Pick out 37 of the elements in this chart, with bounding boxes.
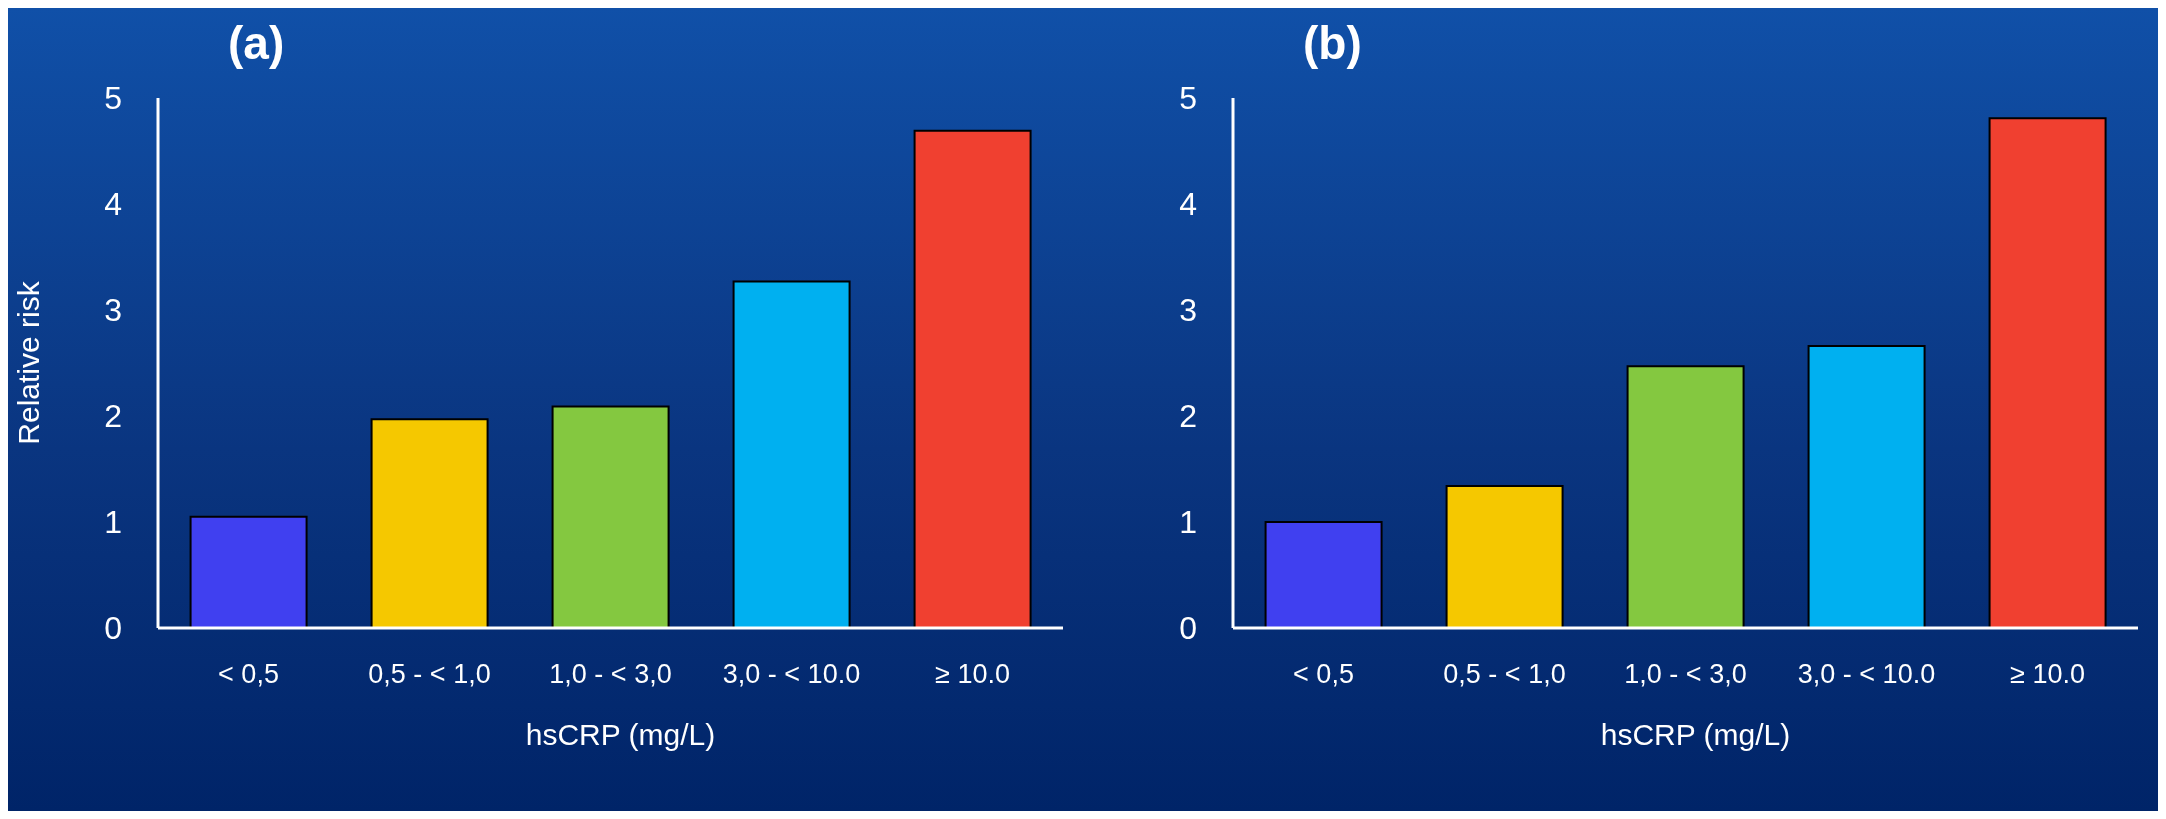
x-tick-label: ≥ 10.0 bbox=[935, 659, 1010, 690]
y-tick-label: 0 bbox=[104, 610, 122, 647]
x-tick-label: < 0,5 bbox=[1293, 659, 1354, 690]
bar bbox=[551, 405, 670, 628]
y-tick-label: 5 bbox=[104, 80, 122, 117]
y-tick-label: 1 bbox=[104, 504, 122, 541]
bar bbox=[1807, 345, 1926, 628]
bar bbox=[1445, 484, 1564, 628]
x-tick-label: 1,0 - < 3,0 bbox=[1624, 659, 1747, 690]
y-tick-label: 4 bbox=[1179, 186, 1197, 223]
chart-title: (a) bbox=[227, 16, 286, 71]
y-tick-label: 3 bbox=[104, 292, 122, 329]
bar bbox=[1264, 521, 1383, 628]
y-tick-label: 2 bbox=[104, 398, 122, 435]
x-tick-label: 0,5 - < 1,0 bbox=[368, 659, 491, 690]
x-tick-label: 1,0 - < 3,0 bbox=[549, 659, 672, 690]
x-axis-title: hsCRP (mg/L) bbox=[524, 718, 717, 752]
y-tick-label: 4 bbox=[104, 186, 122, 223]
x-tick-label: 0,5 - < 1,0 bbox=[1443, 659, 1566, 690]
bar bbox=[732, 280, 851, 628]
y-axis-title: Relative risk bbox=[11, 280, 45, 445]
bar bbox=[913, 129, 1032, 628]
x-tick-label: 3,0 - < 10.0 bbox=[1797, 659, 1936, 690]
y-tick-label: 1 bbox=[1179, 504, 1197, 541]
bar bbox=[1988, 117, 2107, 628]
x-tick-label: 3,0 - < 10.0 bbox=[722, 659, 861, 690]
x-tick-label: < 0,5 bbox=[218, 659, 279, 690]
bar bbox=[1626, 365, 1745, 628]
bar bbox=[189, 515, 308, 628]
bar bbox=[370, 418, 489, 628]
y-tick-label: 2 bbox=[1179, 398, 1197, 435]
y-tick-label: 5 bbox=[1179, 80, 1197, 117]
y-tick-label: 3 bbox=[1179, 292, 1197, 329]
x-tick-label: ≥ 10.0 bbox=[2010, 659, 2085, 690]
chart-title: (b) bbox=[1302, 16, 1363, 71]
x-axis-title: hsCRP (mg/L) bbox=[1599, 718, 1792, 752]
y-tick-label: 0 bbox=[1179, 610, 1197, 647]
